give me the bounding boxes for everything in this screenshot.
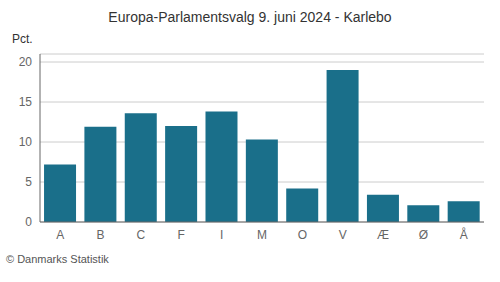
svg-text:15: 15: [19, 95, 33, 109]
svg-text:A: A: [56, 228, 64, 242]
svg-text:C: C: [137, 228, 146, 242]
svg-text:Å: Å: [460, 227, 468, 242]
html-text:© Danmarks Statistik: © Danmarks Statistik: [6, 253, 109, 265]
svg-text:M: M: [257, 228, 267, 242]
svg-text:5: 5: [25, 175, 32, 189]
svg-text:0: 0: [25, 215, 32, 229]
html-text:Pct.: Pct.: [12, 32, 33, 46]
svg-text:V: V: [339, 228, 347, 242]
svg-text:10: 10: [19, 135, 33, 149]
svg-text:Æ: Æ: [377, 228, 389, 242]
svg-text:20: 20: [19, 55, 33, 69]
svg-text:Ø: Ø: [419, 228, 428, 242]
svg-text:O: O: [298, 228, 307, 242]
svg-text:B: B: [97, 228, 105, 242]
svg-text:I: I: [220, 228, 223, 242]
svg-text:F: F: [178, 228, 185, 242]
html-text:Europa-Parlamentsvalg 9. juni: Europa-Parlamentsvalg 9. juni 2024 - Kar…: [108, 9, 392, 25]
